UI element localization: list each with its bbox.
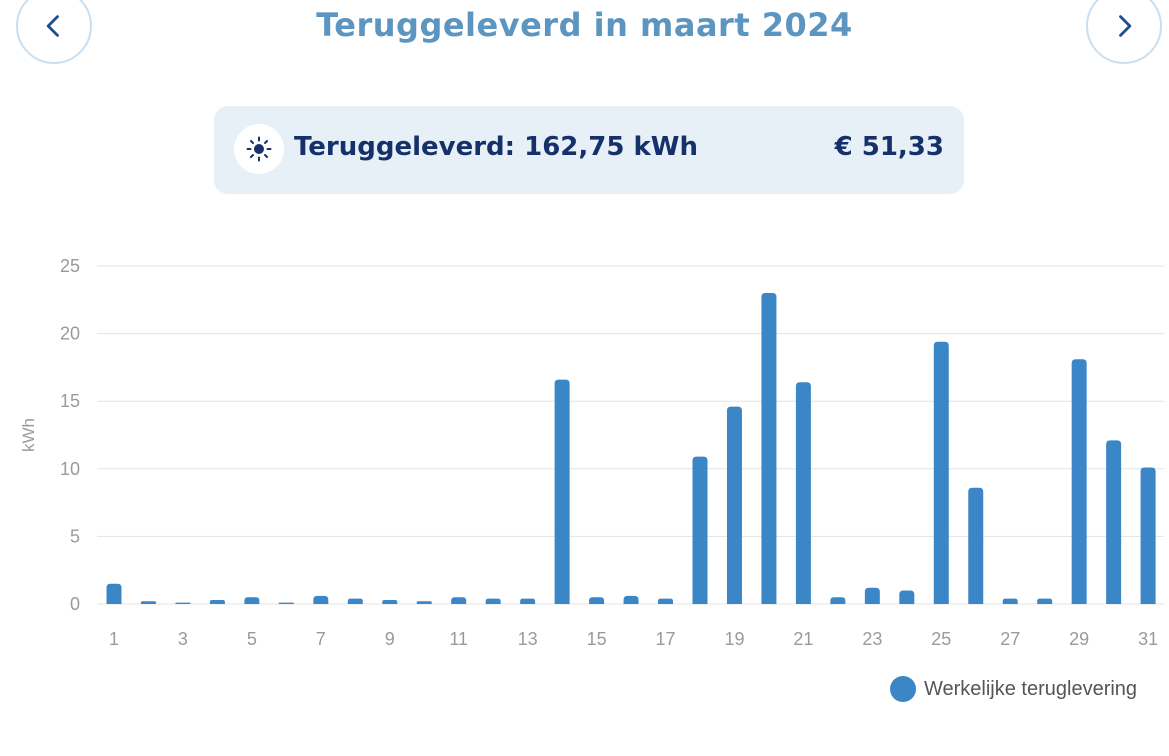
x-tick-label: 29 [1069, 629, 1089, 649]
legend[interactable]: Werkelijke teruglevering [890, 676, 1137, 702]
next-month-button[interactable] [1086, 0, 1162, 64]
bar-day-1[interactable] [106, 583, 122, 604]
bar-day-5[interactable] [244, 597, 260, 604]
bar-day-29[interactable] [1071, 359, 1087, 604]
total-amount: € 51,33 [834, 132, 944, 162]
bar-day-18[interactable] [692, 456, 708, 604]
bar-day-7[interactable] [313, 595, 329, 604]
x-tick-label: 13 [518, 629, 538, 649]
bar-day-11[interactable] [451, 597, 467, 604]
previous-month-button[interactable] [16, 0, 92, 64]
x-tick-label: 19 [724, 629, 744, 649]
x-tick-label: 27 [1000, 629, 1020, 649]
x-tick-label: 15 [587, 629, 607, 649]
x-tick-label: 21 [793, 629, 813, 649]
bar-day-24[interactable] [899, 590, 915, 604]
y-axis-label: kWh [19, 418, 38, 452]
bar-day-13[interactable] [520, 598, 536, 604]
bar-day-22[interactable] [830, 597, 846, 604]
sun-icon [246, 136, 272, 162]
bar-day-31[interactable] [1140, 467, 1156, 604]
bar-day-19[interactable] [726, 406, 742, 604]
bar-day-27[interactable] [1002, 598, 1018, 604]
y-tick-label: 5 [70, 526, 80, 546]
x-tick-label: 25 [931, 629, 951, 649]
x-tick-label: 1 [109, 629, 119, 649]
bar-day-10[interactable] [416, 601, 432, 604]
bar-day-9[interactable] [382, 599, 398, 604]
x-tick-label: 31 [1138, 629, 1158, 649]
bar-day-26[interactable] [968, 487, 984, 604]
chevron-right-icon [1119, 15, 1132, 37]
legend-label: Werkelijke teruglevering [924, 677, 1138, 700]
y-tick-label: 10 [60, 459, 80, 479]
bar-day-16[interactable] [623, 595, 639, 604]
x-tick-label: 11 [449, 629, 468, 649]
bar-day-2[interactable] [140, 601, 156, 604]
chevron-left-icon [46, 15, 59, 37]
y-tick-label: 25 [60, 256, 80, 276]
y-tick-label: 0 [70, 594, 80, 614]
sun-badge [234, 124, 284, 174]
x-tick-label: 5 [247, 629, 257, 649]
bar-day-12[interactable] [485, 598, 501, 604]
legend-swatch [890, 676, 916, 702]
bar-day-6[interactable] [278, 602, 294, 604]
x-tick-label: 7 [316, 629, 326, 649]
total-returned-label: Teruggeleverd: 162,75 kWh [294, 132, 698, 162]
y-tick-label: 15 [60, 391, 80, 411]
bar-day-14[interactable] [554, 379, 570, 604]
bar-day-30[interactable] [1106, 440, 1122, 604]
bar-day-20[interactable] [761, 293, 777, 604]
bar-day-23[interactable] [864, 587, 880, 604]
x-tick-label: 9 [385, 629, 395, 649]
page-title: Teruggeleverd in maart 2024 [316, 6, 853, 44]
bar-day-15[interactable] [589, 597, 605, 604]
x-tick-label: 23 [862, 629, 882, 649]
bar-day-8[interactable] [347, 598, 363, 604]
bar-day-21[interactable] [795, 382, 811, 604]
bar-day-17[interactable] [658, 598, 674, 604]
bar-day-28[interactable] [1037, 598, 1053, 604]
bar-day-25[interactable] [933, 341, 949, 604]
bar-day-3[interactable] [175, 602, 191, 604]
bar-day-4[interactable] [209, 599, 225, 604]
summary-card: Teruggeleverd: 162,75 kWh € 51,33 [214, 106, 964, 194]
y-tick-label: 20 [60, 324, 80, 344]
x-tick-label: 17 [656, 629, 676, 649]
x-tick-label: 3 [178, 629, 188, 649]
